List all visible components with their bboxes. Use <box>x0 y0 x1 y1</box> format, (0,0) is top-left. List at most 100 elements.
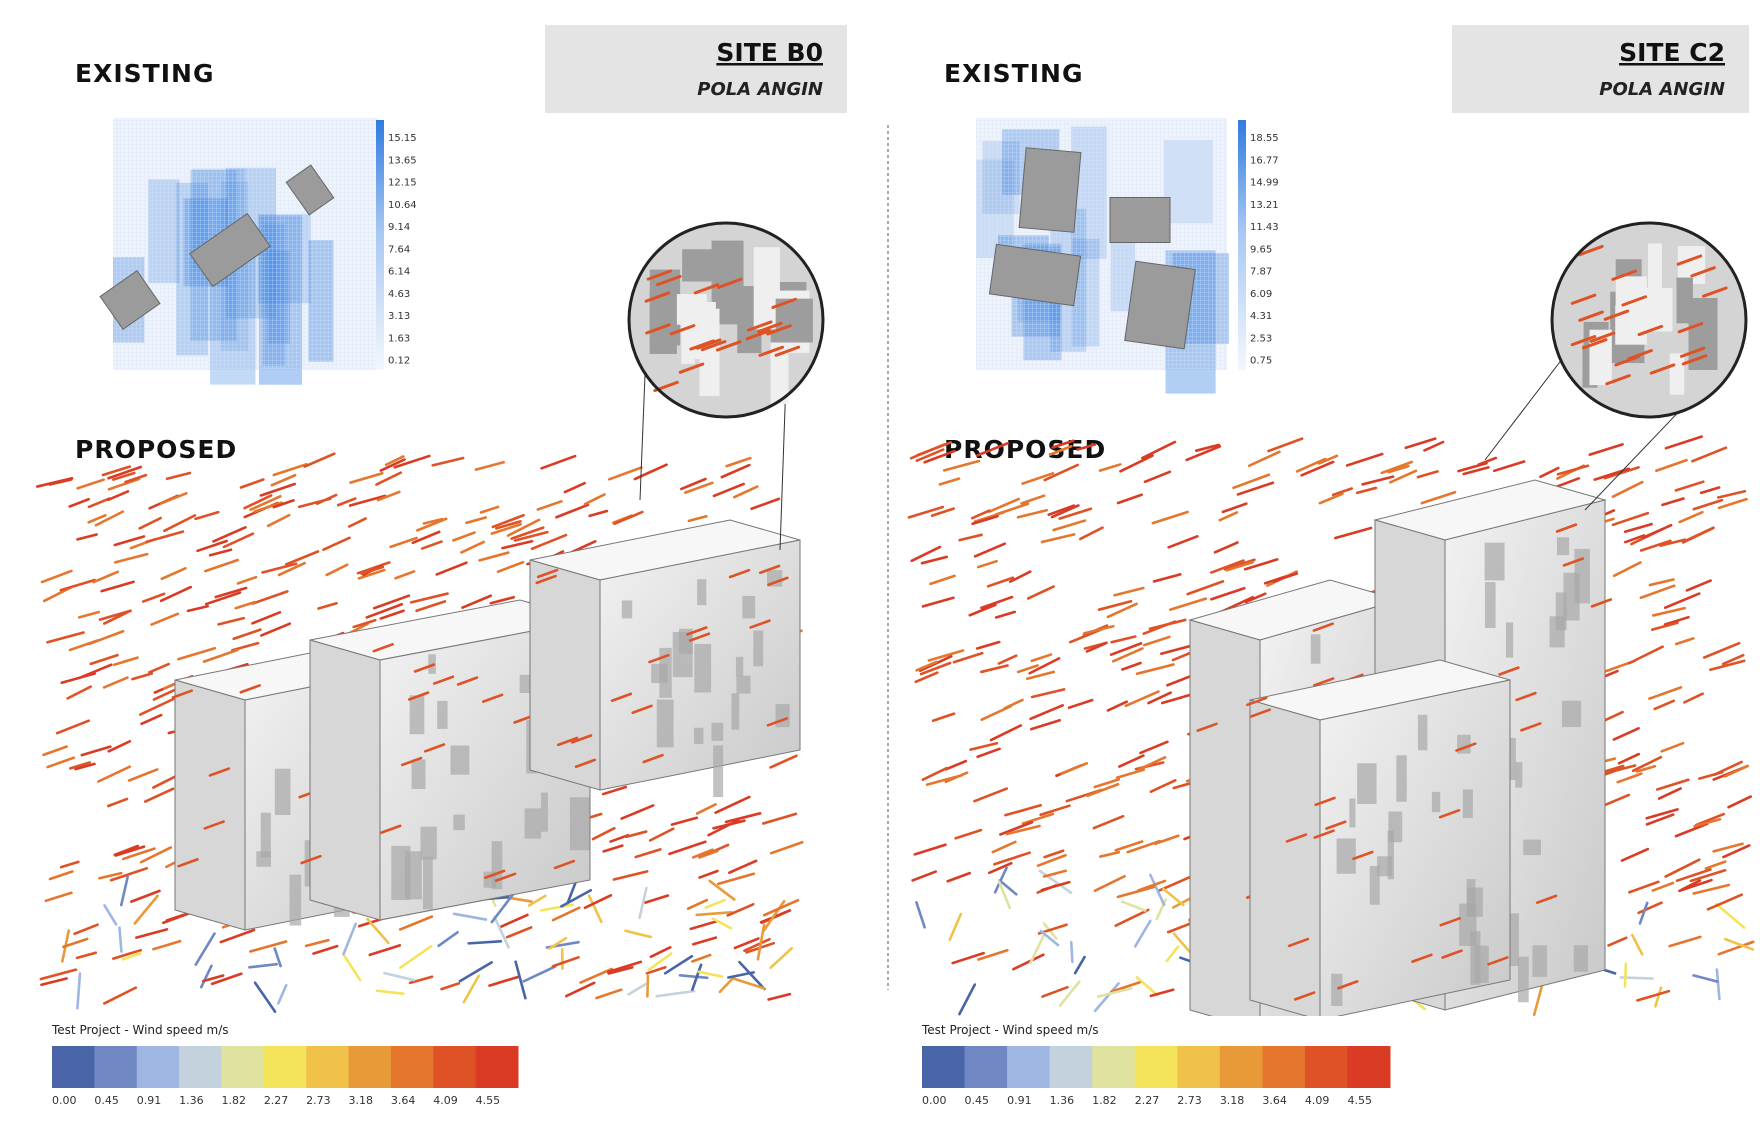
wind-arrow <box>555 503 590 519</box>
wind-arrow <box>249 940 288 953</box>
wind-arrow <box>1520 722 1542 732</box>
wind-arrow <box>645 965 667 975</box>
wind-arrow <box>927 649 965 662</box>
wind-arrow <box>461 594 493 609</box>
facade-void <box>1417 714 1428 751</box>
facade-void <box>1484 542 1505 581</box>
legend-label: 2.27 <box>264 1094 289 1107</box>
legend-swatch <box>1304 1046 1348 1088</box>
legend-label: 0.45 <box>94 1094 119 1107</box>
wind-arrow <box>733 937 760 950</box>
legend-label: 3.64 <box>1262 1094 1287 1107</box>
wind-arrow <box>691 848 714 859</box>
wind-arrow <box>954 828 983 840</box>
wind-arrow <box>1043 463 1080 482</box>
wind-arrow <box>1677 322 1704 334</box>
wind-arrow <box>687 514 708 523</box>
wind-arrow <box>431 456 465 467</box>
wind-arrow <box>1083 624 1115 635</box>
wind-arrow <box>563 481 586 494</box>
wind-arrow <box>1172 932 1191 953</box>
wind-arrow <box>409 592 449 604</box>
heatmap-legend-label: 2.53 <box>1250 333 1272 344</box>
wind-arrow <box>1099 850 1121 858</box>
legend-swatch <box>263 1046 307 1088</box>
wind-arrow <box>691 936 718 946</box>
wind-arrow <box>1148 618 1187 631</box>
facade-void <box>697 579 707 606</box>
wind-arrow <box>1005 824 1041 836</box>
wind-arrow <box>913 843 947 856</box>
wind-arrow <box>148 662 170 674</box>
legend-swatch <box>922 1046 966 1088</box>
wind-arrow <box>1223 558 1256 571</box>
wind-arrow <box>633 463 668 481</box>
wind-arrow <box>1060 762 1089 776</box>
wind-arrow <box>113 552 149 564</box>
wind-arrow <box>1387 464 1410 474</box>
wind-arrow <box>695 803 717 815</box>
wind-arrow <box>1423 440 1445 452</box>
wind-arrow <box>186 604 209 613</box>
wind-arrow <box>1651 881 1675 892</box>
wind-arrow <box>467 939 503 945</box>
building-front <box>309 639 381 921</box>
wind-arrow <box>1119 454 1154 473</box>
wind-arrow <box>102 676 129 689</box>
wind-arrow <box>767 576 789 587</box>
heatmap-legend-label: 12.15 <box>388 178 417 189</box>
wind-arrow <box>194 510 220 521</box>
wind-arrow <box>234 600 256 610</box>
wind-arrow <box>97 765 131 783</box>
wind-arrow <box>1636 989 1671 1002</box>
wind-arrow <box>693 283 720 295</box>
wind-arrow <box>1051 439 1075 449</box>
wind-arrow <box>1116 493 1143 505</box>
wind-arrow <box>968 603 997 617</box>
wind-arrow <box>232 628 262 641</box>
wind-arrow <box>946 871 972 883</box>
facade-void <box>1561 700 1582 728</box>
wind-arrow <box>1612 561 1642 578</box>
wind-arrow <box>1213 541 1239 554</box>
wind-arrow <box>1029 931 1047 965</box>
wind-arrow <box>40 977 68 987</box>
wind-arrow <box>655 989 696 998</box>
wind-arrow <box>727 971 756 979</box>
wind-arrow <box>1079 526 1104 541</box>
wind-arrow <box>150 612 180 626</box>
facade-void <box>1310 634 1321 664</box>
wind-arrow <box>724 812 762 824</box>
inset-block <box>699 308 720 397</box>
wind-arrow <box>1050 504 1080 519</box>
wind-arrow <box>1143 470 1172 484</box>
heatmap-legend-label: 9.14 <box>388 222 410 233</box>
wind-arrow <box>1695 812 1726 827</box>
wind-arrow <box>1716 489 1747 499</box>
wind-arrow <box>684 481 714 494</box>
wind-arrow <box>490 522 523 535</box>
wind-arrow <box>1004 803 1043 817</box>
wind-arrow <box>588 509 609 518</box>
facade-void <box>1474 945 1489 983</box>
wind-arrow <box>1236 481 1275 496</box>
wind-arrow <box>474 460 505 471</box>
wind-arrow <box>343 954 362 982</box>
legend-label: 0.45 <box>965 1094 990 1107</box>
wind-arrow <box>1642 523 1673 539</box>
wind-arrow <box>394 570 416 580</box>
wind-arrow <box>113 535 146 547</box>
wind-arrow <box>1040 880 1071 892</box>
wind-arrow <box>1607 936 1628 947</box>
facade-void <box>411 759 426 790</box>
legend-swatch <box>1347 1046 1391 1088</box>
wind-arrow <box>1439 917 1461 927</box>
wind-arrow <box>48 870 74 881</box>
wind-arrow <box>68 761 92 770</box>
inset-block <box>753 247 780 330</box>
wind-arrow <box>757 321 783 334</box>
wind-arrow <box>771 297 797 309</box>
wind-arrow <box>1165 945 1180 963</box>
legend-label: 0.91 <box>137 1094 162 1107</box>
wind-arrow <box>1683 692 1704 704</box>
